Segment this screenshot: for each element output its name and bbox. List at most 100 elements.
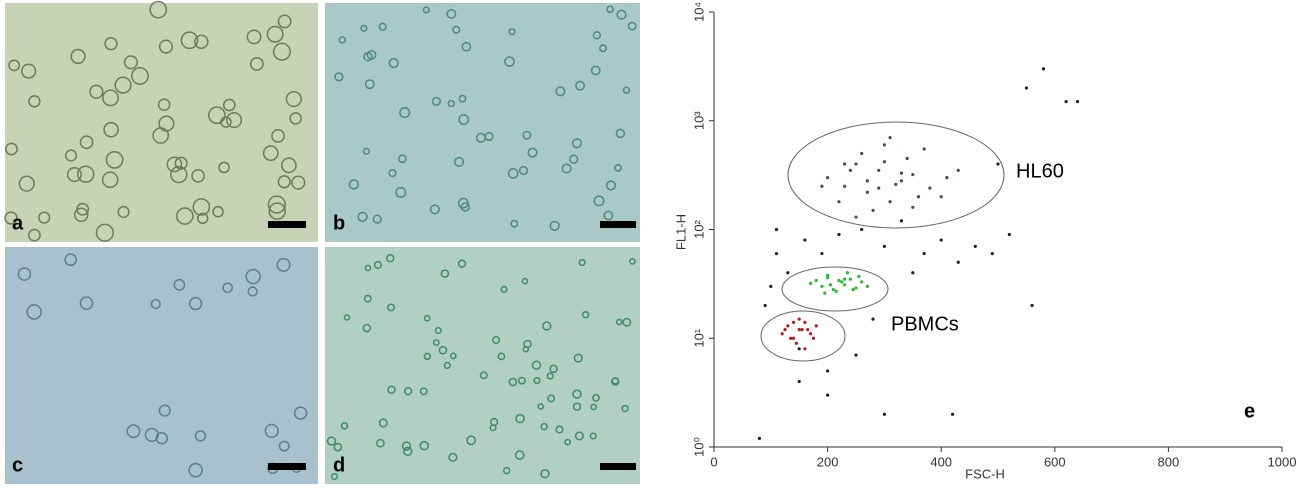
point: [1024, 86, 1028, 90]
cell: [378, 418, 388, 428]
point: [911, 205, 915, 209]
point: [808, 281, 813, 285]
point: [803, 347, 807, 351]
panel-label: d: [333, 454, 345, 476]
point: [828, 283, 833, 287]
point: [843, 162, 847, 166]
cell: [387, 303, 396, 312]
point: [899, 179, 904, 183]
point: [843, 184, 847, 188]
cell: [76, 165, 95, 183]
point: [860, 227, 864, 232]
panel-label: c: [12, 454, 23, 476]
cell: [170, 165, 188, 184]
point: [837, 200, 841, 204]
cell: [627, 21, 637, 31]
point: [888, 200, 892, 204]
point: [791, 320, 796, 324]
y-axis-label: FL1-H: [673, 214, 688, 250]
point: [916, 195, 921, 199]
point: [837, 232, 841, 237]
cell: [272, 42, 291, 61]
point: [789, 336, 793, 340]
cell: [440, 269, 450, 278]
cell: [64, 149, 78, 162]
cell: [285, 90, 302, 108]
point: [899, 219, 904, 223]
point: [882, 160, 887, 164]
cell: [64, 253, 78, 267]
point: [834, 289, 838, 293]
point: [956, 260, 960, 264]
cell: [564, 438, 571, 446]
point: [1030, 303, 1034, 308]
point: [851, 288, 855, 292]
point: [786, 271, 790, 275]
cell: [343, 314, 351, 321]
cell: [222, 98, 236, 112]
panel-label: b: [333, 212, 345, 234]
cell: [521, 277, 529, 285]
cell: [123, 55, 138, 70]
cell: [268, 202, 287, 220]
x-tick-label: 600: [1044, 454, 1066, 469]
cell: [222, 282, 233, 294]
x-tick-label: 800: [1158, 454, 1180, 469]
cell: [277, 175, 291, 189]
point: [820, 184, 824, 188]
cell: [398, 154, 407, 164]
cell: [76, 202, 90, 216]
point: [826, 273, 830, 277]
point: [1075, 100, 1080, 104]
point: [769, 284, 773, 288]
point: [1064, 100, 1068, 104]
cell: [466, 435, 477, 446]
point: [814, 278, 818, 283]
cell: [363, 51, 373, 62]
cell: [593, 195, 605, 207]
cell: [461, 41, 472, 52]
point: [774, 227, 779, 232]
point: [826, 393, 830, 397]
cell: [447, 99, 455, 108]
point: [843, 277, 847, 281]
point: [888, 135, 892, 140]
point: [837, 278, 841, 283]
x-tick-label: 400: [930, 454, 952, 469]
cell: [457, 259, 467, 268]
cell: [73, 207, 89, 223]
cell: [188, 462, 203, 478]
cell: [540, 422, 548, 431]
cell: [614, 163, 622, 172]
gate: [787, 121, 1005, 229]
point: [865, 284, 869, 288]
cell: [622, 317, 632, 327]
point: [843, 283, 847, 287]
cell: [157, 98, 171, 111]
micrograph-b: [325, 3, 640, 242]
point: [865, 190, 869, 194]
cell: [448, 452, 458, 462]
point: [823, 291, 827, 295]
cell: [510, 219, 519, 228]
cell: [376, 438, 385, 448]
point: [990, 252, 994, 256]
point: [905, 156, 909, 161]
cell: [277, 14, 292, 29]
cell: [102, 89, 119, 107]
cell: [458, 114, 470, 126]
point: [797, 379, 801, 384]
scale-bar: [600, 221, 636, 228]
cell: [246, 29, 262, 45]
cell: [531, 360, 542, 370]
cell: [592, 394, 600, 402]
point: [774, 252, 779, 256]
point: [763, 303, 767, 308]
cell: [508, 28, 516, 36]
cell: [21, 63, 37, 79]
cell: [599, 44, 608, 53]
x-tick-label: 0: [710, 454, 717, 469]
point: [854, 353, 858, 357]
annotation: HL60: [1016, 160, 1064, 182]
x-tick-label: 1000: [1268, 454, 1297, 469]
